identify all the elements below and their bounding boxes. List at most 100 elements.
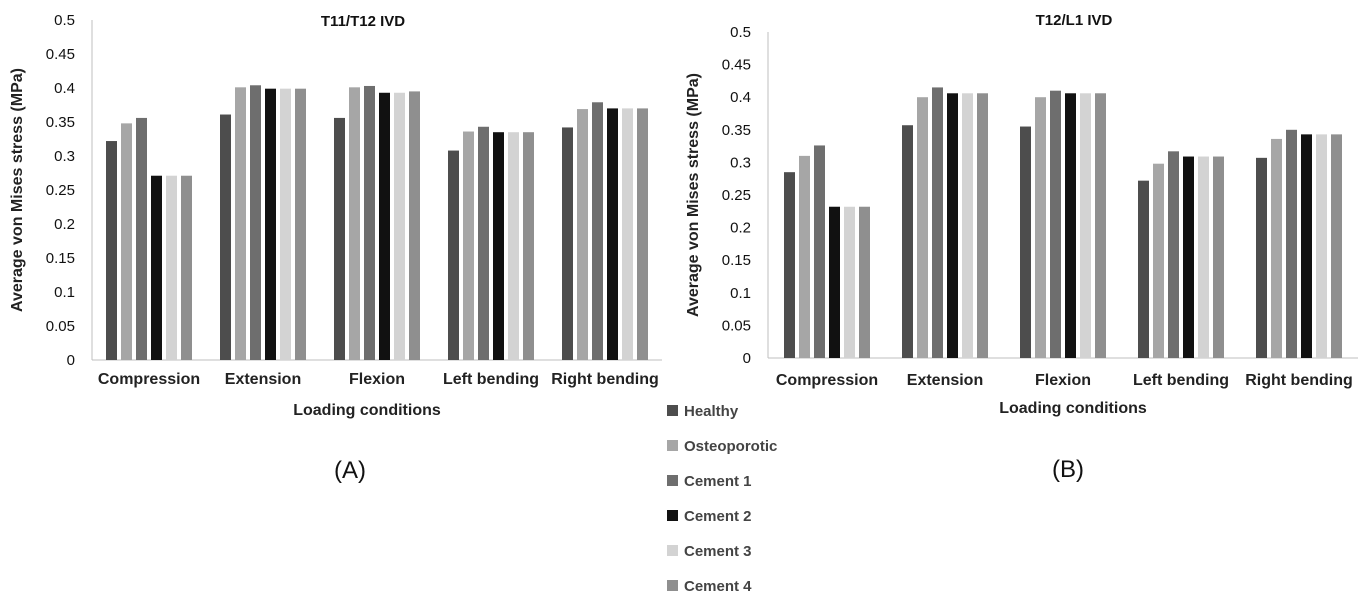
- bar: [478, 126, 489, 360]
- y-tick-label: 0.2: [54, 216, 75, 233]
- y-tick-label: 0.2: [730, 220, 751, 237]
- bar: [181, 175, 192, 360]
- bar: [493, 132, 504, 360]
- bar: [280, 88, 291, 361]
- bar: [508, 132, 519, 360]
- legend-label: Cement 1: [684, 473, 752, 490]
- panel-label: (B): [1052, 456, 1084, 483]
- bar: [622, 108, 633, 361]
- y-tick-label: 0.3: [54, 148, 75, 165]
- y-tick-label: 0: [67, 352, 75, 369]
- y-tick-label: 0.25: [722, 187, 751, 204]
- bar: [1256, 157, 1267, 358]
- bar: [121, 123, 132, 360]
- bar: [1168, 151, 1179, 358]
- y-tick-label: 0.1: [730, 285, 751, 302]
- bar: [902, 125, 913, 359]
- bar: [334, 117, 345, 360]
- bar: [1198, 156, 1209, 358]
- y-tick-label: 0: [743, 350, 751, 367]
- bar: [295, 88, 306, 361]
- bar: [844, 206, 855, 358]
- y-tick-label: 0.5: [54, 12, 75, 29]
- x-tick-label: Compression: [776, 372, 878, 389]
- bar: [448, 150, 459, 360]
- legend-label: Healthy: [684, 403, 739, 420]
- bar: [829, 206, 840, 358]
- y-tick-label: 0.05: [722, 317, 751, 334]
- legend: Healthy Osteoporotic Cement 1 Cement 2 Cemen…: [667, 403, 777, 595]
- bar: [379, 92, 390, 360]
- x-tick-label: Right bending: [1245, 372, 1353, 389]
- y-tick-label: 0.35: [46, 114, 75, 131]
- bar: [1213, 156, 1224, 358]
- x-axis-title: Loading conditions: [293, 402, 441, 419]
- bar: [364, 85, 375, 361]
- y-tick-label: 0.3: [730, 154, 751, 171]
- legend-swatch: [667, 545, 678, 556]
- y-tick-label: 0.25: [46, 182, 75, 199]
- y-tick-label: 0.5: [730, 24, 751, 41]
- legend-swatch: [667, 440, 678, 451]
- bar: [1138, 180, 1149, 358]
- bar: [607, 108, 618, 361]
- bar: [799, 155, 810, 358]
- panel-label: (A): [334, 457, 366, 484]
- bar: [1095, 93, 1106, 359]
- chart-title: T12/L1 IVD: [1036, 12, 1113, 29]
- y-tick-label: 0.4: [730, 89, 751, 106]
- x-axis-title: Loading conditions: [999, 400, 1147, 417]
- bar: [947, 93, 958, 359]
- bar: [1050, 90, 1061, 359]
- bar: [1035, 97, 1046, 358]
- legend-label: Cement 4: [684, 578, 752, 593]
- y-tick-label: 0.1: [54, 284, 75, 301]
- bar: [592, 102, 603, 360]
- x-tick-label: Left bending: [1133, 372, 1229, 389]
- bar: [151, 175, 162, 360]
- bar: [814, 145, 825, 358]
- bar: [106, 141, 117, 360]
- chart-title: T11/T12 IVD: [321, 13, 405, 30]
- y-tick-label: 0.45: [722, 57, 751, 74]
- bar: [523, 132, 534, 360]
- y-tick-label: 0.15: [722, 252, 751, 269]
- legend-label: Cement 2: [684, 508, 752, 525]
- chart-a: T11/T12 IVD 0 0.05 0.1 0.15 0.2 0.25 0.3 0.35 0.4…: [9, 12, 662, 484]
- chart-b: T12/L1 IVD 0 0.05 0.1 0.15 0.2 0.25 0.3 0.35 0.4 0…: [685, 12, 1358, 483]
- bar: [1183, 156, 1194, 358]
- y-tick-label: 0.15: [46, 250, 75, 267]
- bar: [409, 91, 420, 361]
- bar: [932, 87, 943, 359]
- bar: [577, 109, 588, 360]
- bar: [463, 131, 474, 360]
- x-tick-label: Flexion: [1035, 372, 1091, 389]
- bar: [235, 87, 246, 360]
- bar: [1271, 138, 1282, 358]
- legend-label: Cement 3: [684, 543, 752, 560]
- bar: [784, 172, 795, 358]
- x-tick-label: Extension: [907, 372, 983, 389]
- y-axis-title: Average von Mises stress (MPa): [9, 68, 26, 312]
- bar: [220, 114, 231, 361]
- y-tick-label: 0.4: [54, 80, 75, 97]
- bar: [265, 88, 276, 361]
- bar: [1316, 134, 1327, 358]
- y-tick-label: 0.05: [46, 318, 75, 335]
- legend-swatch: [667, 475, 678, 486]
- bar: [1331, 134, 1342, 358]
- bar: [962, 93, 973, 359]
- bar: [250, 85, 261, 360]
- bar: [1020, 126, 1031, 358]
- legend-swatch: [667, 405, 678, 416]
- bar: [562, 127, 573, 360]
- bar: [917, 97, 928, 358]
- y-axis-title: Average von Mises stress (MPa): [685, 73, 702, 317]
- y-tick-label: 0.45: [46, 46, 75, 63]
- x-tick-label: Compression: [98, 371, 200, 388]
- y-tick-label: 0.35: [722, 122, 751, 139]
- bar: [349, 87, 360, 360]
- bar: [166, 175, 177, 360]
- x-tick-label: Extension: [225, 371, 301, 388]
